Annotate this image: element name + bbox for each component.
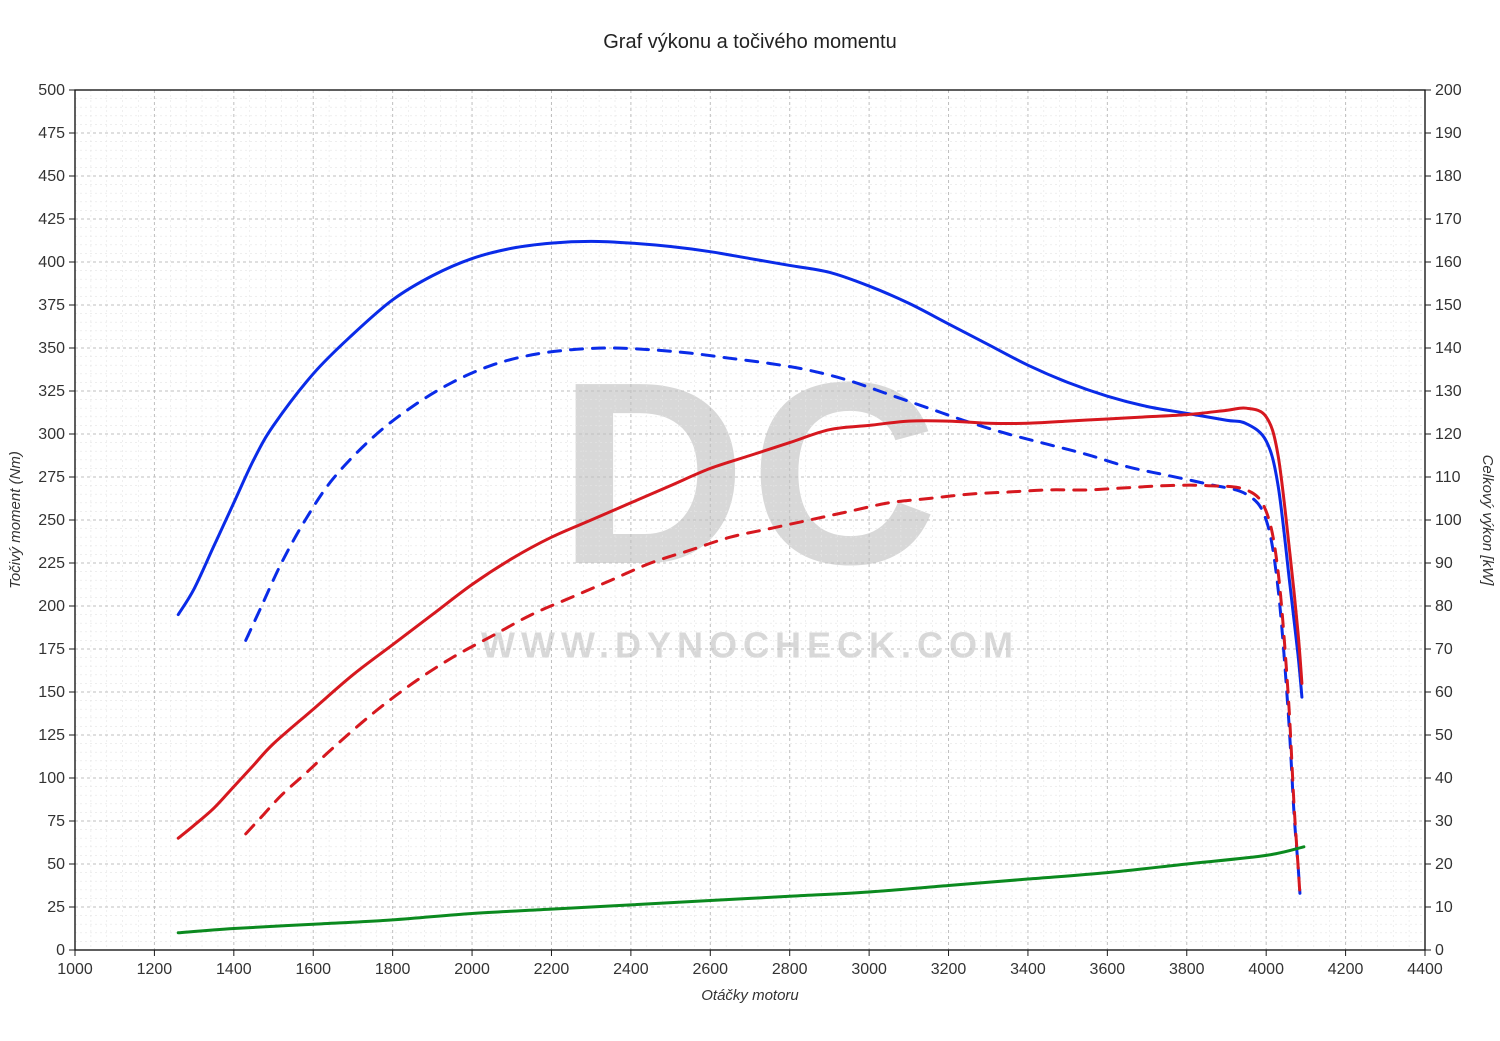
svg-text:2600: 2600 [692,961,728,978]
svg-text:250: 250 [38,512,65,529]
svg-text:160: 160 [1435,254,1462,271]
svg-text:40: 40 [1435,770,1453,787]
svg-text:30: 30 [1435,813,1453,830]
svg-text:450: 450 [38,168,65,185]
svg-text:4400: 4400 [1407,961,1443,978]
svg-text:3000: 3000 [851,961,887,978]
svg-text:325: 325 [38,383,65,400]
svg-text:75: 75 [47,813,65,830]
dyno-chart: Graf výkonu a točivého momentu DC WWW.DYNO… [0,0,1500,1041]
svg-text:100: 100 [38,770,65,787]
svg-text:4000: 4000 [1248,961,1284,978]
watermark: DC WWW.DYNOCHECK.COM [481,329,1019,666]
svg-text:150: 150 [1435,297,1462,314]
svg-text:170: 170 [1435,211,1462,228]
svg-text:DC: DC [558,329,942,619]
svg-text:0: 0 [1435,942,1444,959]
svg-text:1600: 1600 [295,961,331,978]
svg-text:475: 475 [38,125,65,142]
svg-text:100: 100 [1435,512,1462,529]
svg-text:200: 200 [1435,82,1462,99]
svg-text:90: 90 [1435,555,1453,572]
svg-text:3600: 3600 [1090,961,1126,978]
svg-text:3800: 3800 [1169,961,1205,978]
svg-text:2400: 2400 [613,961,649,978]
y-left-axis-label: Točivý moment (Nm) [7,451,24,589]
svg-text:80: 80 [1435,598,1453,615]
svg-text:375: 375 [38,297,65,314]
svg-text:1000: 1000 [57,961,93,978]
y-right-axis-label: Celkový výkon [kW] [1479,455,1496,587]
svg-text:350: 350 [38,340,65,357]
svg-text:3200: 3200 [931,961,967,978]
svg-text:70: 70 [1435,641,1453,658]
svg-text:1800: 1800 [375,961,411,978]
svg-text:1400: 1400 [216,961,252,978]
svg-text:175: 175 [38,641,65,658]
svg-text:2800: 2800 [772,961,808,978]
svg-text:180: 180 [1435,168,1462,185]
svg-text:300: 300 [38,426,65,443]
svg-text:WWW.DYNOCHECK.COM: WWW.DYNOCHECK.COM [481,625,1019,666]
svg-text:3400: 3400 [1010,961,1046,978]
svg-text:200: 200 [38,598,65,615]
svg-text:140: 140 [1435,340,1462,357]
svg-text:425: 425 [38,211,65,228]
svg-text:400: 400 [38,254,65,271]
svg-text:4200: 4200 [1328,961,1364,978]
svg-text:110: 110 [1435,469,1461,486]
svg-text:190: 190 [1435,125,1462,142]
x-axis-label: Otáčky motoru [701,987,799,1004]
svg-text:10: 10 [1435,899,1453,916]
svg-text:2200: 2200 [534,961,570,978]
svg-text:1200: 1200 [137,961,173,978]
svg-text:130: 130 [1435,383,1462,400]
chart-title: Graf výkonu a točivého momentu [603,31,896,53]
svg-text:50: 50 [47,856,65,873]
svg-text:25: 25 [47,899,65,916]
svg-text:275: 275 [38,469,65,486]
svg-text:120: 120 [1435,426,1462,443]
svg-text:150: 150 [38,684,65,701]
svg-text:60: 60 [1435,684,1453,701]
svg-text:500: 500 [38,82,65,99]
svg-text:50: 50 [1435,727,1453,744]
svg-text:125: 125 [38,727,65,744]
svg-text:20: 20 [1435,856,1453,873]
svg-text:2000: 2000 [454,961,490,978]
svg-text:225: 225 [38,555,65,572]
chart-svg: Graf výkonu a točivého momentu DC WWW.DYNO… [0,0,1500,1041]
svg-text:0: 0 [56,942,65,959]
